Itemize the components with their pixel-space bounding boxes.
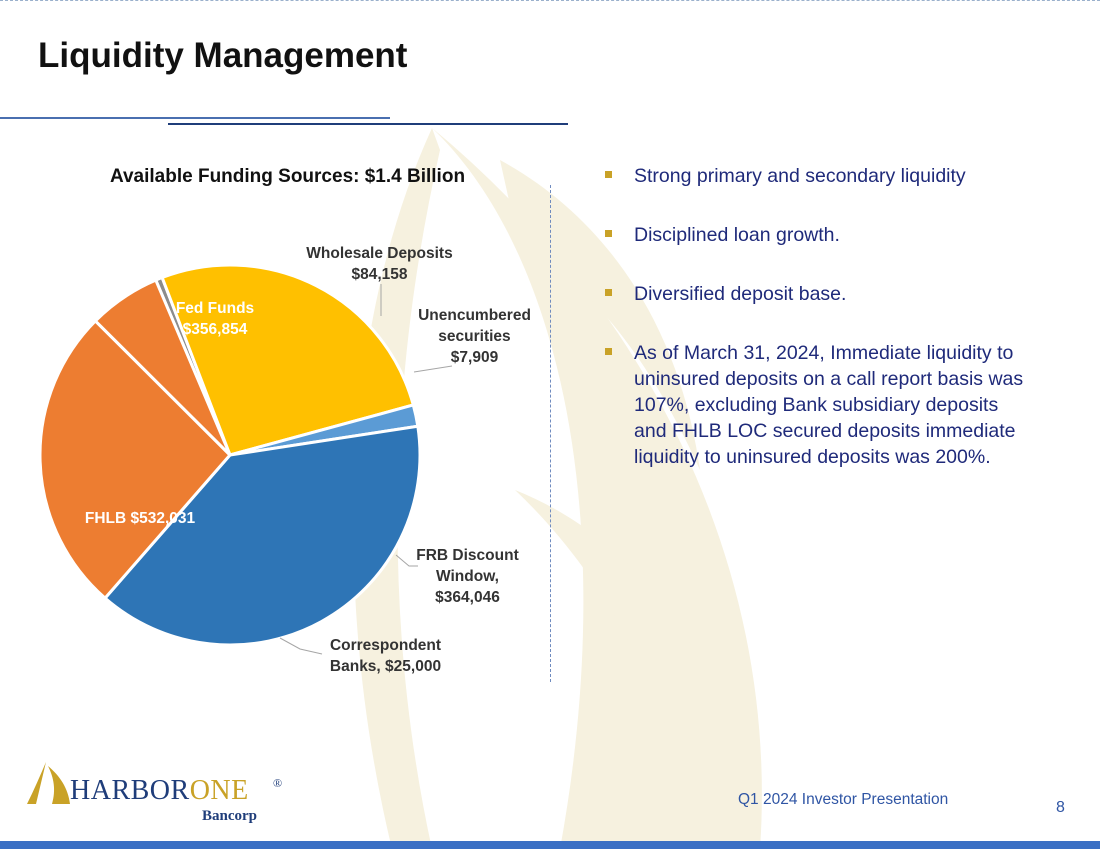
logo-subtitle: Bancorp <box>202 808 258 824</box>
leader-line-correspondent-banks <box>279 637 323 655</box>
slice-label-frb-discount-window: FRB Discount Window, $364,046 <box>416 547 519 606</box>
slice-label-unencumbered-securities: Unencumbered securities $7,909 <box>418 307 531 366</box>
slice-label-fed-funds: Fed Funds $356,854 <box>175 300 255 338</box>
chart-title: Available Funding Sources: $1.4 Billion <box>109 166 466 187</box>
logo-registered-mark: ® <box>273 776 283 790</box>
bullet-list: Strong primary and secondary liquidity D… <box>605 163 1025 503</box>
bottom-accent-bar <box>0 841 1100 849</box>
pie-slice-frb-discount-window <box>160 263 415 457</box>
bullet-item: As of March 31, 2024, Immediate liquidit… <box>605 340 1025 470</box>
sail-logo-icon <box>27 762 70 804</box>
logo-name-harbor: HARBOR <box>70 775 190 806</box>
footer-presentation-title: Q1 2024 Investor Presentation <box>738 791 949 808</box>
column-divider <box>550 185 551 682</box>
leader-line-unencumbered-securities <box>413 365 453 373</box>
page-number: 8 <box>1056 799 1065 816</box>
slice-label-wholesale-deposits: Wholesale Deposits $84,158 <box>306 245 453 283</box>
title-underline-secondary <box>168 123 568 125</box>
top-dashed-border <box>0 0 1100 1</box>
pie-slice-wholesale-deposits <box>93 278 232 457</box>
bullet-square-icon <box>605 230 612 237</box>
slice-label-fhlb: FHLB $532,031 <box>84 510 196 527</box>
bullet-item: Strong primary and secondary liquidity <box>605 163 1025 189</box>
slide-title: Liquidity Management <box>38 36 408 75</box>
title-underline-primary <box>0 117 390 119</box>
bullet-item: Diversified deposit base. <box>605 281 1025 307</box>
bullet-item: Disciplined loan growth. <box>605 222 1025 248</box>
harborone-logo: HARBORONE ® Bancorp <box>26 760 296 830</box>
leader-line-frb-discount-window <box>395 554 418 567</box>
bullet-square-icon <box>605 348 612 355</box>
slice-label-correspondent-banks: Correspondent Banks, $25,000 <box>329 637 442 675</box>
pie-slice-fhlb <box>103 424 422 647</box>
pie-slice-fed-funds <box>38 319 232 600</box>
logo-name-one: ONE <box>189 775 249 806</box>
bullet-square-icon <box>605 289 612 296</box>
bullet-square-icon <box>605 171 612 178</box>
